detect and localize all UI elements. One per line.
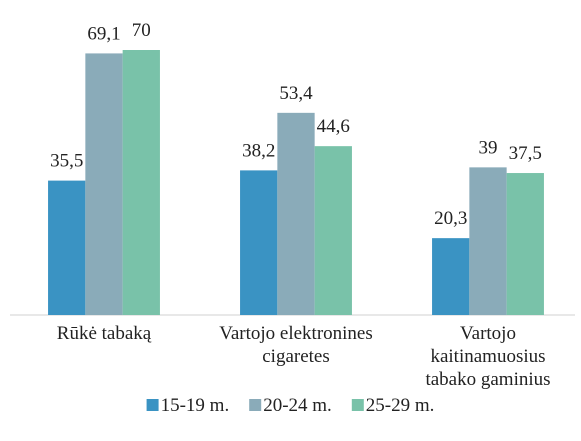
legend-swatch — [351, 399, 364, 411]
value-label: 69,1 — [87, 23, 120, 44]
value-label: 38,2 — [242, 140, 275, 161]
bar — [277, 112, 315, 315]
legend-swatch — [249, 399, 262, 411]
value-label: 53,4 — [279, 83, 313, 104]
bar — [122, 50, 160, 315]
bar — [469, 167, 507, 315]
value-label: 20,3 — [434, 208, 467, 229]
legend-label: 25-29 m. — [366, 395, 435, 416]
value-label: 35,5 — [50, 151, 83, 172]
bar — [85, 53, 123, 316]
bar — [432, 238, 470, 315]
bar — [314, 146, 352, 315]
category-label: Vartojo kaitinamuosius tabako gaminius — [425, 323, 551, 390]
bar — [48, 180, 86, 315]
legend-swatch — [146, 399, 159, 411]
value-label: 44,6 — [317, 116, 350, 137]
value-label: 39 — [479, 137, 498, 158]
legend-label: 20-24 m. — [263, 395, 332, 416]
bar — [240, 170, 278, 315]
value-label: 37,5 — [509, 143, 542, 164]
category-label: Rūkė tabaką — [56, 323, 152, 344]
legend: 15-19 m. 20-24 m. 25-29 m. — [146, 395, 435, 416]
legend-label: 15-19 m. — [161, 395, 230, 416]
value-label: 70 — [132, 20, 151, 41]
category-label: Vartojo elektronines cigaretes — [219, 323, 373, 367]
bar — [506, 173, 544, 315]
